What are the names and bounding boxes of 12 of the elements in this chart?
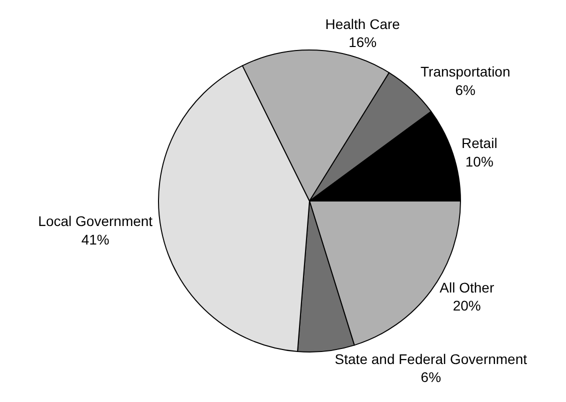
data-label: 6%	[455, 82, 476, 98]
data-label: 41%	[81, 231, 110, 248]
slice-label: State and Federal Government	[334, 350, 528, 367]
slice-label: Local Government	[38, 213, 153, 230]
data-label: 16%	[348, 34, 377, 50]
slice-label: Health Care	[325, 16, 400, 32]
data-label: 6%	[420, 369, 442, 386]
slice-label: All Other	[440, 279, 494, 296]
data-label: 20%	[452, 298, 481, 314]
data-label: 10%	[465, 153, 494, 170]
slice-label: Transportation	[420, 64, 510, 80]
slice-label: Retail	[462, 135, 498, 152]
